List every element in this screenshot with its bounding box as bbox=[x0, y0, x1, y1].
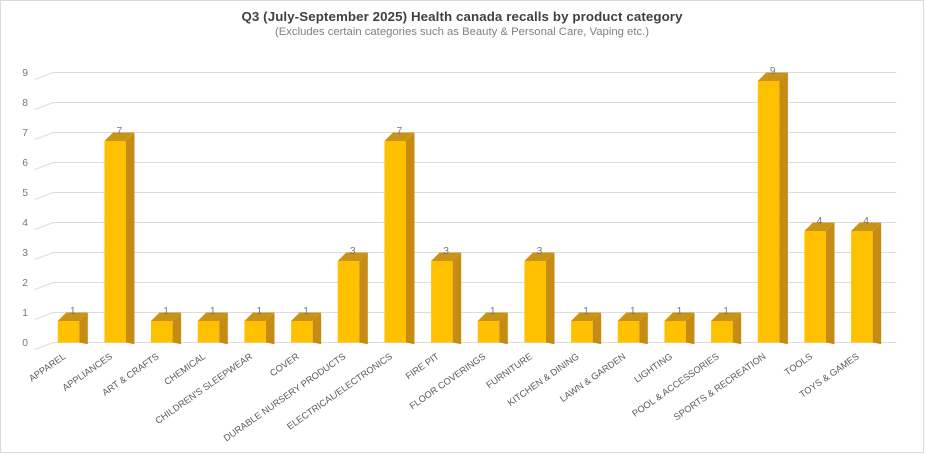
svg-text:APPAREL: APPAREL bbox=[27, 351, 67, 383]
svg-text:9: 9 bbox=[770, 66, 776, 77]
svg-text:0: 0 bbox=[22, 338, 28, 349]
svg-text:8: 8 bbox=[22, 98, 28, 109]
svg-text:TOOLS: TOOLS bbox=[783, 351, 814, 377]
svg-text:1: 1 bbox=[257, 306, 263, 317]
svg-text:9: 9 bbox=[22, 68, 28, 79]
svg-text:CHEMICAL: CHEMICAL bbox=[162, 351, 207, 387]
svg-text:1: 1 bbox=[630, 306, 636, 317]
svg-text:7: 7 bbox=[117, 126, 123, 137]
svg-text:1: 1 bbox=[210, 306, 216, 317]
svg-text:6: 6 bbox=[22, 158, 28, 169]
svg-text:1: 1 bbox=[677, 306, 683, 317]
svg-text:POOL & ACCESSORIES: POOL & ACCESSORIES bbox=[630, 351, 721, 419]
svg-text:3: 3 bbox=[537, 246, 543, 257]
svg-text:1: 1 bbox=[70, 306, 76, 317]
svg-text:3: 3 bbox=[350, 246, 356, 257]
svg-text:COVER: COVER bbox=[268, 351, 301, 378]
svg-text:FIRE PIT: FIRE PIT bbox=[404, 351, 441, 381]
svg-text:7: 7 bbox=[397, 126, 403, 137]
svg-text:5: 5 bbox=[22, 188, 28, 199]
svg-text:4: 4 bbox=[863, 216, 869, 227]
svg-text:SPORTS & RECREATION: SPORTS & RECREATION bbox=[672, 351, 768, 422]
svg-text:FLOOR COVERINGS: FLOOR COVERINGS bbox=[408, 351, 488, 411]
svg-text:1: 1 bbox=[723, 306, 729, 317]
svg-text:4: 4 bbox=[22, 218, 28, 229]
svg-text:3: 3 bbox=[22, 248, 28, 259]
svg-text:1: 1 bbox=[303, 306, 309, 317]
svg-text:4: 4 bbox=[817, 216, 823, 227]
svg-text:1: 1 bbox=[163, 306, 169, 317]
svg-text:2: 2 bbox=[22, 278, 28, 289]
svg-text:7: 7 bbox=[22, 128, 28, 139]
svg-text:1: 1 bbox=[490, 306, 496, 317]
svg-text:3: 3 bbox=[443, 246, 449, 257]
svg-text:1: 1 bbox=[22, 308, 28, 319]
svg-text:1: 1 bbox=[583, 306, 589, 317]
svg-text:LIGHTING: LIGHTING bbox=[632, 351, 674, 384]
svg-text:CHILDREN'S SLEEPWEAR: CHILDREN'S SLEEPWEAR bbox=[153, 351, 254, 426]
